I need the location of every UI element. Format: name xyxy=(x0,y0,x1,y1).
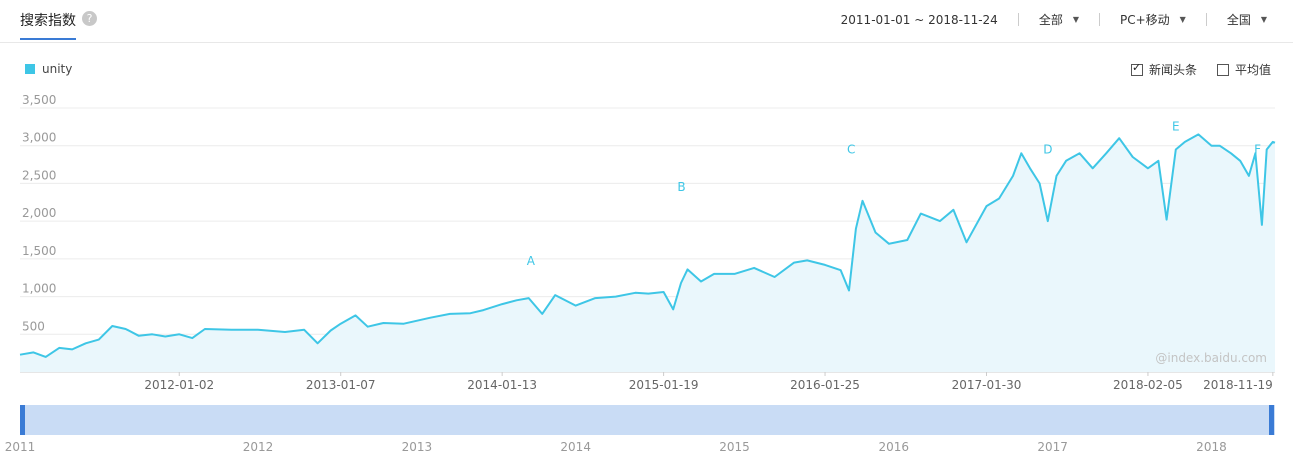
series-line-unity xyxy=(19,133,1276,358)
device-label: PC+移动 xyxy=(1120,13,1170,27)
annotation-a[interactable]: A xyxy=(527,254,536,268)
scope-dropdown[interactable]: 全部 ▼ xyxy=(1039,11,1079,28)
navigator-year-label: 2016 xyxy=(878,440,910,454)
x-tick-label: 2016-01-25 xyxy=(790,378,860,392)
header-bar: 搜索指数 ? 2011-01-01 ~ 2018-11-24 全部 ▼ PC+移… xyxy=(0,0,1293,43)
area-label: 全国 xyxy=(1226,13,1251,27)
navigator-handle-left[interactable] xyxy=(20,405,25,435)
navigator-year-label: 2011 xyxy=(4,440,36,454)
y-tick-label: 3,500 xyxy=(22,93,56,107)
y-tick-label: 2,500 xyxy=(22,168,56,182)
average-checkbox[interactable] xyxy=(1216,63,1229,76)
x-axis: 2012-01-02 2013-01-07 2014-01-13 2015-01-19… xyxy=(144,372,1274,392)
caret-down-icon: ▼ xyxy=(1072,15,1079,24)
annotation-b[interactable]: B xyxy=(677,180,685,194)
y-tick-label: 2,000 xyxy=(22,206,56,220)
chart-legend[interactable]: unity xyxy=(25,62,72,76)
tab-active-underline xyxy=(20,38,76,40)
caret-down-icon: ▼ xyxy=(1179,15,1186,24)
divider xyxy=(1099,13,1100,26)
date-range-label: 2011-01-01 ~ 2018-11-24 xyxy=(840,12,998,27)
area-dropdown[interactable]: 全国 ▼ xyxy=(1227,11,1267,28)
scope-label: 全部 xyxy=(1038,13,1063,27)
tab-search-index[interactable]: 搜索指数 xyxy=(20,13,76,29)
x-tick-label: 2013-01-07 xyxy=(306,378,376,392)
x-tick-label: 2018-11-19 xyxy=(1203,378,1273,392)
news-label: 新闻头条 xyxy=(1148,63,1197,77)
news-checkbox[interactable]: ✓ xyxy=(1130,60,1143,76)
news-toggle[interactable]: ✓ 新闻头条 xyxy=(1130,60,1197,78)
x-tick-label: 2015-01-19 xyxy=(629,378,699,392)
average-toggle[interactable]: 平均值 xyxy=(1216,61,1271,78)
navigator-year-label: 2012 xyxy=(242,440,274,454)
legend-label: unity xyxy=(42,62,73,76)
series-area-unity xyxy=(20,134,1275,372)
question-icon[interactable]: ? xyxy=(82,11,97,26)
annotation-d[interactable]: D xyxy=(1043,142,1052,156)
y-tick-label: 1,000 xyxy=(22,282,56,296)
watermark: @index.baidu.com xyxy=(1155,351,1267,365)
check-icon: ✓ xyxy=(1131,60,1142,74)
y-tick-label: 3,000 xyxy=(22,131,56,145)
divider xyxy=(1205,13,1207,26)
x-tick-label: 2018-02-05 xyxy=(1113,378,1183,392)
legend-swatch xyxy=(25,64,35,74)
x-tick-label: 2017-01-30 xyxy=(952,378,1022,392)
range-navigator[interactable] xyxy=(20,405,1275,435)
navigator-year-label: 2014 xyxy=(560,440,591,454)
navigator-handle-right[interactable] xyxy=(1269,405,1274,435)
average-label: 平均值 xyxy=(1234,63,1271,77)
chart-options: ✓ 新闻头条 平均值 xyxy=(1111,61,1271,78)
annotation-c[interactable]: C xyxy=(847,142,855,156)
navigator-year-label: 2017 xyxy=(1037,440,1068,454)
trend-chart[interactable]: 500 1,000 1,500 2,000 2,500 3,000 3,500 2012-0… xyxy=(0,0,1293,400)
date-range-picker[interactable]: 2011-01-01 ~ 2018-11-24 xyxy=(841,13,998,27)
y-axis: 500 1,000 1,500 2,000 2,500 3,000 3,500 xyxy=(22,93,56,333)
x-tick-label: 2014-01-13 xyxy=(467,378,537,392)
navigator-year-label: 2015 xyxy=(719,440,750,454)
divider xyxy=(1017,13,1019,26)
device-dropdown[interactable]: PC+移动 ▼ xyxy=(1120,11,1186,28)
navigator-year-label: 2013 xyxy=(401,440,433,454)
annotation-e[interactable]: E xyxy=(1172,120,1180,134)
x-tick-label: 2012-01-02 xyxy=(144,378,214,392)
navigator-year-label: 2018 xyxy=(1196,440,1227,454)
navigator-axis: 2011 2012 2013 2014 2015 2016 2017 2018 xyxy=(0,440,1293,460)
y-tick-label: 500 xyxy=(22,319,45,333)
caret-down-icon: ▼ xyxy=(1260,15,1267,24)
y-tick-label: 1,500 xyxy=(22,244,56,258)
annotation-f[interactable]: F xyxy=(1254,142,1261,156)
news-annotations: A B C D E F xyxy=(527,120,1261,268)
filter-controls: 2011-01-01 ~ 2018-11-24 全部 ▼ PC+移动 ▼ 全国 … xyxy=(841,11,1267,28)
